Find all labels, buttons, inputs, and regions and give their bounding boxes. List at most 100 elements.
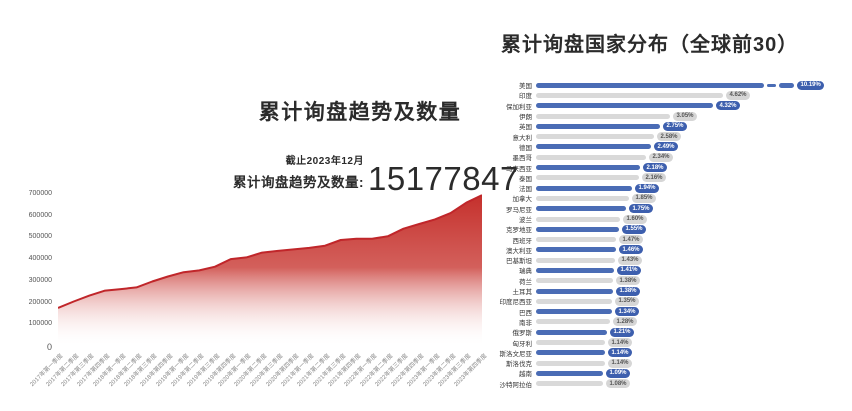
bar-row: 斯洛伐克 1.14% [494,358,850,368]
value-badge: 1.94% [635,183,660,193]
bar-row: 巴西 1.34% [494,307,850,317]
bar-row: 印度尼西亚 1.35% [494,296,850,306]
bar-row: 沙特阿拉伯 1.08% [494,379,850,389]
country-label: 英国 [519,124,532,132]
trend-stats: 截止2023年12月 累计询盘趋势及数量: 15177847 [233,152,519,195]
country-label: 印度尼西亚 [499,299,533,307]
value-badge: 2.34% [649,152,674,162]
country-label: 南非 [519,319,532,327]
bar-row: 墨西哥 2.34% [494,152,850,162]
country-chart-title: 累计询盘国家分布（全球前30） [501,34,799,56]
bar [536,370,603,376]
bar-end-cap [779,82,794,88]
country-label: 法国 [519,186,532,194]
value-badge: 2.49% [654,142,679,152]
country-label: 巴西 [519,309,532,317]
country-label: 马来西亚 [506,165,532,173]
country-label: 美国 [519,83,532,91]
bar [536,278,613,284]
bar-row: 美国 10.19% [494,80,850,90]
value-badge: 1.14% [608,338,633,348]
bar [536,247,616,253]
value-badge: 2.58% [657,132,682,142]
country-label: 俄罗斯 [512,330,533,338]
value-badge: 4.32% [716,101,741,111]
bar [536,206,626,212]
bar [536,165,640,171]
axis-break-dash [767,83,776,87]
value-badge: 1.09% [606,368,631,378]
country-label: 斯洛文尼亚 [499,350,533,358]
y-tick-label: 200000 [28,298,52,306]
bar-row: 瑞典 1.41% [494,265,850,275]
bar [536,267,614,273]
value-badge: 2.16% [642,173,667,183]
bar [536,340,605,346]
value-badge: 1.21% [610,327,635,337]
bar-row: 西班牙 1.47% [494,234,850,245]
bar [536,185,632,191]
value-badge: 1.38% [616,286,641,296]
country-label: 澳大利亚 [506,247,532,255]
value-badge: 2.75% [663,121,688,131]
country-label: 沙特阿拉伯 [499,381,533,389]
value-badge: 1.38% [616,276,641,286]
bar-row: 伊朗 3.05% [494,111,850,121]
country-label: 越南 [519,371,532,379]
country-label: 意大利 [512,134,533,142]
value-badge: 1.85% [632,193,657,203]
bar-row: 意大利 2.58% [494,131,850,142]
bar [536,360,605,366]
country-label: 德国 [519,144,532,152]
country-label: 伊朗 [519,114,532,122]
bar-row: 印度 4.62% [494,90,850,100]
total-inquiries-label: 累计询盘趋势及数量: [233,175,364,190]
area-fill [58,195,482,346]
country-label: 西班牙 [512,237,533,245]
value-badge: 1.35% [615,296,640,306]
value-badge: 2.18% [643,163,668,173]
country-label: 泰国 [519,175,532,183]
bar [536,175,639,181]
value-badge: 1.41% [617,265,642,275]
bar-row: 英国 2.75% [494,121,850,131]
country-label: 瑞典 [519,268,532,276]
bar [536,381,603,387]
bar [536,226,619,232]
bar-row: 泰国 2.16% [494,173,850,183]
bar [536,216,620,222]
bar [536,309,612,315]
bar-row: 加拿大 1.85% [494,193,850,203]
bar-row: 土耳其 1.38% [494,286,850,296]
asof-date-label: 截止2023年12月 [285,156,364,167]
bar-row: 克罗地亚 1.55% [494,224,850,234]
bar [536,123,660,129]
country-label: 墨西哥 [512,155,533,163]
bar-row: 法国 1.94% [494,183,850,193]
bar-row: 越南 1.09% [494,368,850,378]
y-tick-label: 300000 [28,276,52,284]
country-label: 斯洛伐克 [506,361,532,369]
country-label: 加拿大 [512,196,533,204]
value-badge: 1.28% [613,317,638,327]
bar-row: 波兰 1.60% [494,214,850,224]
country-label: 匈牙利 [512,340,533,348]
value-badge: 1.47% [619,235,644,245]
bar [536,82,764,88]
bar-row: 马来西亚 2.18% [494,162,850,173]
bar [536,113,670,119]
country-label: 巴基斯坦 [506,258,532,266]
y-tick-label: 100000 [28,320,52,328]
bar [536,288,613,294]
bar-row: 斯洛文尼亚 1.14% [494,348,850,358]
bar [536,298,612,304]
y-tick-label: 400000 [28,255,52,263]
country-label: 罗马尼亚 [506,206,532,214]
bar-row: 罗马尼亚 1.75% [494,204,850,214]
bar-row: 巴基斯坦 1.43% [494,255,850,265]
value-badge: 1.14% [608,348,633,358]
y-tick-label: 0 [46,342,52,352]
value-badge: 1.14% [608,358,633,368]
bar [536,329,607,335]
bar [536,319,610,325]
